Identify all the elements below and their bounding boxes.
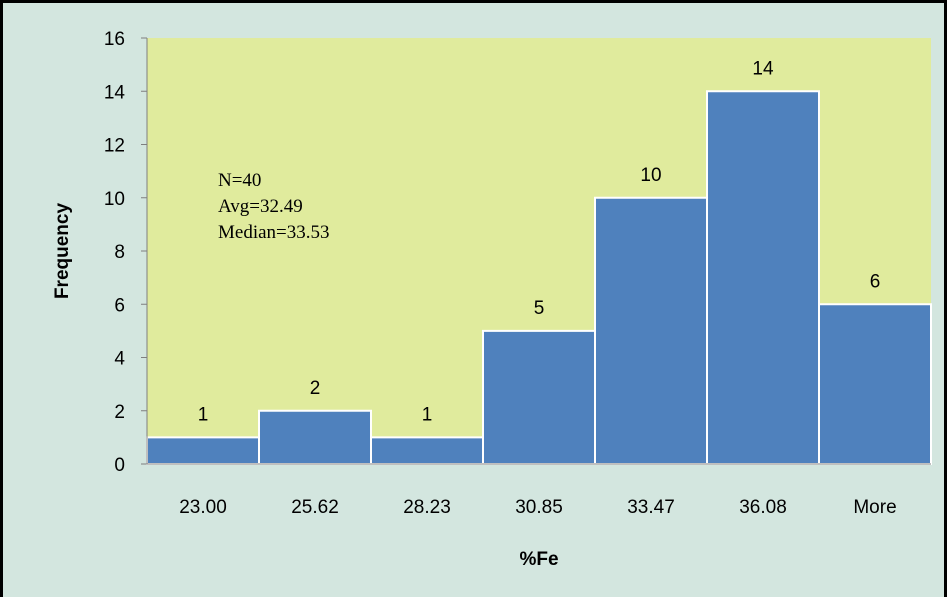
data-label-5: 14 [752, 58, 774, 79]
y-tick-label-3: 6 [114, 295, 125, 316]
data-label-3: 5 [534, 298, 545, 319]
y-tick-label-5: 10 [104, 189, 125, 210]
annotation-1: Avg=32.49 [218, 196, 303, 217]
x-tick-label-3: 30.85 [515, 497, 563, 518]
x-tick-label-1: 25.62 [291, 497, 339, 518]
data-label-1: 2 [310, 378, 321, 399]
data-label-0: 1 [198, 404, 209, 425]
y-tick-label-1: 2 [114, 402, 125, 423]
bar-0 [146, 436, 260, 465]
annotation-0: N=40 [218, 170, 261, 191]
bar-6 [818, 303, 932, 465]
y-tick-label-2: 4 [114, 349, 125, 370]
y-tick-label-0: 0 [114, 455, 125, 476]
y-tick-label-6: 12 [104, 136, 125, 157]
bar-4 [594, 196, 708, 465]
x-tick-label-0: 23.00 [179, 497, 227, 518]
annotation-2: Median=33.53 [218, 222, 330, 243]
bar-2 [370, 436, 484, 465]
data-label-2: 1 [422, 404, 433, 425]
x-axis-title: %Fe [519, 549, 558, 570]
bar-1 [258, 409, 372, 465]
y-tick-label-4: 8 [114, 242, 125, 263]
x-tick-label-2: 28.23 [403, 497, 451, 518]
y-tick-label-7: 14 [104, 82, 126, 103]
x-tick-label-5: 36.08 [739, 497, 787, 518]
x-tick-label-6: More [853, 497, 896, 518]
data-label-6: 6 [870, 271, 881, 292]
bar-5 [706, 90, 820, 465]
x-tick-label-4: 33.47 [627, 497, 675, 518]
data-label-4: 10 [640, 165, 661, 186]
y-tick-label-8: 16 [104, 29, 125, 50]
bar-3 [482, 329, 596, 465]
y-axis-title: Frequency [52, 203, 73, 300]
